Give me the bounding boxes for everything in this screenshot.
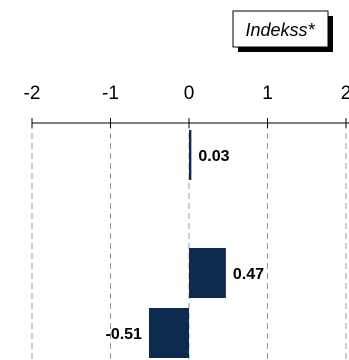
- x-tick-label: 2: [341, 83, 349, 104]
- bar: [189, 248, 226, 298]
- x-axis: -2 -1 0 1 2: [24, 83, 349, 128]
- bars: [148, 130, 226, 358]
- data-labels: 0.03 0.47 -0.51: [105, 148, 264, 343]
- legend-label: Indekss*: [245, 20, 315, 40]
- data-label: 0.47: [233, 266, 264, 283]
- x-tick-label: 1: [262, 83, 273, 104]
- data-label: 0.03: [198, 148, 229, 165]
- bar: [148, 308, 189, 358]
- x-tick-label: -2: [24, 83, 41, 104]
- x-tick-label: -1: [102, 83, 119, 104]
- legend: Indekss*: [232, 10, 333, 52]
- bar: [189, 130, 192, 180]
- legend-box: [232, 10, 329, 48]
- data-label: -0.51: [105, 326, 142, 343]
- x-tick-label: 0: [184, 83, 195, 104]
